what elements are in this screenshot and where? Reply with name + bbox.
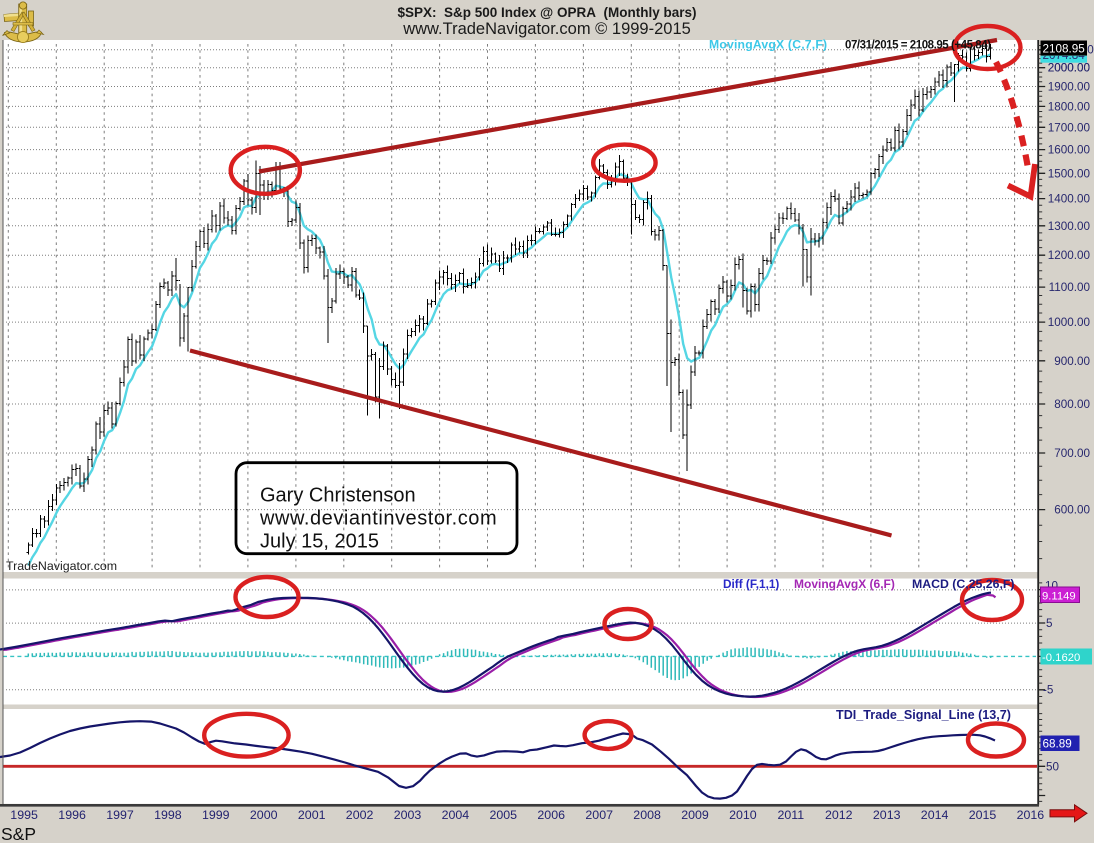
svg-text:2009: 2009: [681, 808, 709, 822]
svg-text:1000.00: 1000.00: [1048, 316, 1091, 329]
svg-text:-0.1620: -0.1620: [1042, 652, 1080, 664]
svg-text:9.1149: 9.1149: [1042, 590, 1076, 602]
svg-text:2013: 2013: [873, 808, 901, 822]
svg-text:July 15, 2015: July 15, 2015: [260, 531, 379, 553]
svg-text:Diff (F,1,1): Diff (F,1,1): [723, 577, 779, 591]
svg-text:1997: 1997: [106, 808, 134, 822]
svg-text:2003: 2003: [394, 808, 422, 822]
svg-text:2010: 2010: [729, 808, 757, 822]
svg-text:2012: 2012: [825, 808, 853, 822]
svg-text:MACD (C,25,26,F): MACD (C,25,26,F): [912, 577, 1015, 591]
svg-text:2015: 2015: [969, 808, 997, 822]
svg-text:www.deviantinvestor.com: www.deviantinvestor.com: [259, 508, 497, 530]
svg-text:1500.00: 1500.00: [1048, 167, 1091, 180]
svg-text:1900.00: 1900.00: [1048, 81, 1091, 94]
svg-text:1996: 1996: [58, 808, 86, 822]
svg-text:2074.84: 2074.84: [1043, 49, 1086, 62]
svg-text:2007: 2007: [585, 808, 613, 822]
svg-text:2014: 2014: [921, 808, 949, 822]
svg-text:-5: -5: [1043, 684, 1054, 697]
svg-text:50: 50: [1046, 761, 1060, 774]
svg-text:1800.00: 1800.00: [1048, 100, 1091, 113]
svg-text:2108.95: 2108.95: [1043, 43, 1086, 56]
svg-text:2006: 2006: [537, 808, 565, 822]
svg-text:MovingAvgX (C,7,F): MovingAvgX (C,7,F): [709, 38, 827, 52]
svg-text:2004: 2004: [442, 808, 470, 822]
svg-text:07/31/2015 = 2108.95 (+45.84): 07/31/2015 = 2108.95 (+45.84): [845, 40, 991, 52]
svg-text:800.00: 800.00: [1054, 398, 1090, 411]
svg-text:$SPX: S&p 500 Index @ OPRA (: $SPX: S&p 500 Index @ OPRA (Monthly bars…: [398, 5, 697, 20]
svg-text:1999: 1999: [202, 808, 230, 822]
svg-text:0: 0: [1087, 44, 1094, 57]
svg-text:1998: 1998: [154, 808, 182, 822]
svg-text:1100.00: 1100.00: [1049, 281, 1091, 294]
svg-text:www.TradeNavigator.com © 1999-: www.TradeNavigator.com © 1999-2015: [402, 20, 691, 38]
svg-text:2011: 2011: [777, 808, 804, 822]
svg-text:Gary Christenson: Gary Christenson: [260, 485, 416, 507]
svg-text:1700.00: 1700.00: [1048, 121, 1091, 134]
svg-text:600.00: 600.00: [1054, 504, 1090, 517]
svg-text:1300.00: 1300.00: [1048, 220, 1091, 233]
svg-text:1200.00: 1200.00: [1048, 249, 1091, 262]
svg-text:2016: 2016: [1017, 808, 1045, 822]
svg-text:5: 5: [1046, 617, 1053, 630]
svg-text:2005: 2005: [490, 808, 518, 822]
svg-text:S&P: S&P: [1, 824, 36, 843]
svg-text:2000.00: 2000.00: [1048, 62, 1091, 75]
svg-text:68.89: 68.89: [1043, 738, 1072, 751]
svg-text:1400.00: 1400.00: [1048, 193, 1091, 206]
svg-text:TDI_Trade_Signal_Line (13,7): TDI_Trade_Signal_Line (13,7): [836, 708, 1011, 722]
svg-text:TradeNavigator.com: TradeNavigator.com: [6, 559, 117, 573]
svg-text:2001: 2001: [298, 808, 326, 822]
svg-text:700.00: 700.00: [1054, 447, 1090, 460]
svg-text:2008: 2008: [633, 808, 661, 822]
svg-text:2000.00: 2000.00: [1048, 62, 1091, 75]
svg-text:1600.00: 1600.00: [1048, 144, 1091, 157]
svg-text:MovingAvgX (6,F): MovingAvgX (6,F): [794, 577, 895, 591]
svg-text:2000: 2000: [250, 808, 278, 822]
svg-text:900.00: 900.00: [1054, 355, 1090, 368]
svg-text:1995: 1995: [10, 808, 38, 822]
svg-text:2002: 2002: [346, 808, 374, 822]
